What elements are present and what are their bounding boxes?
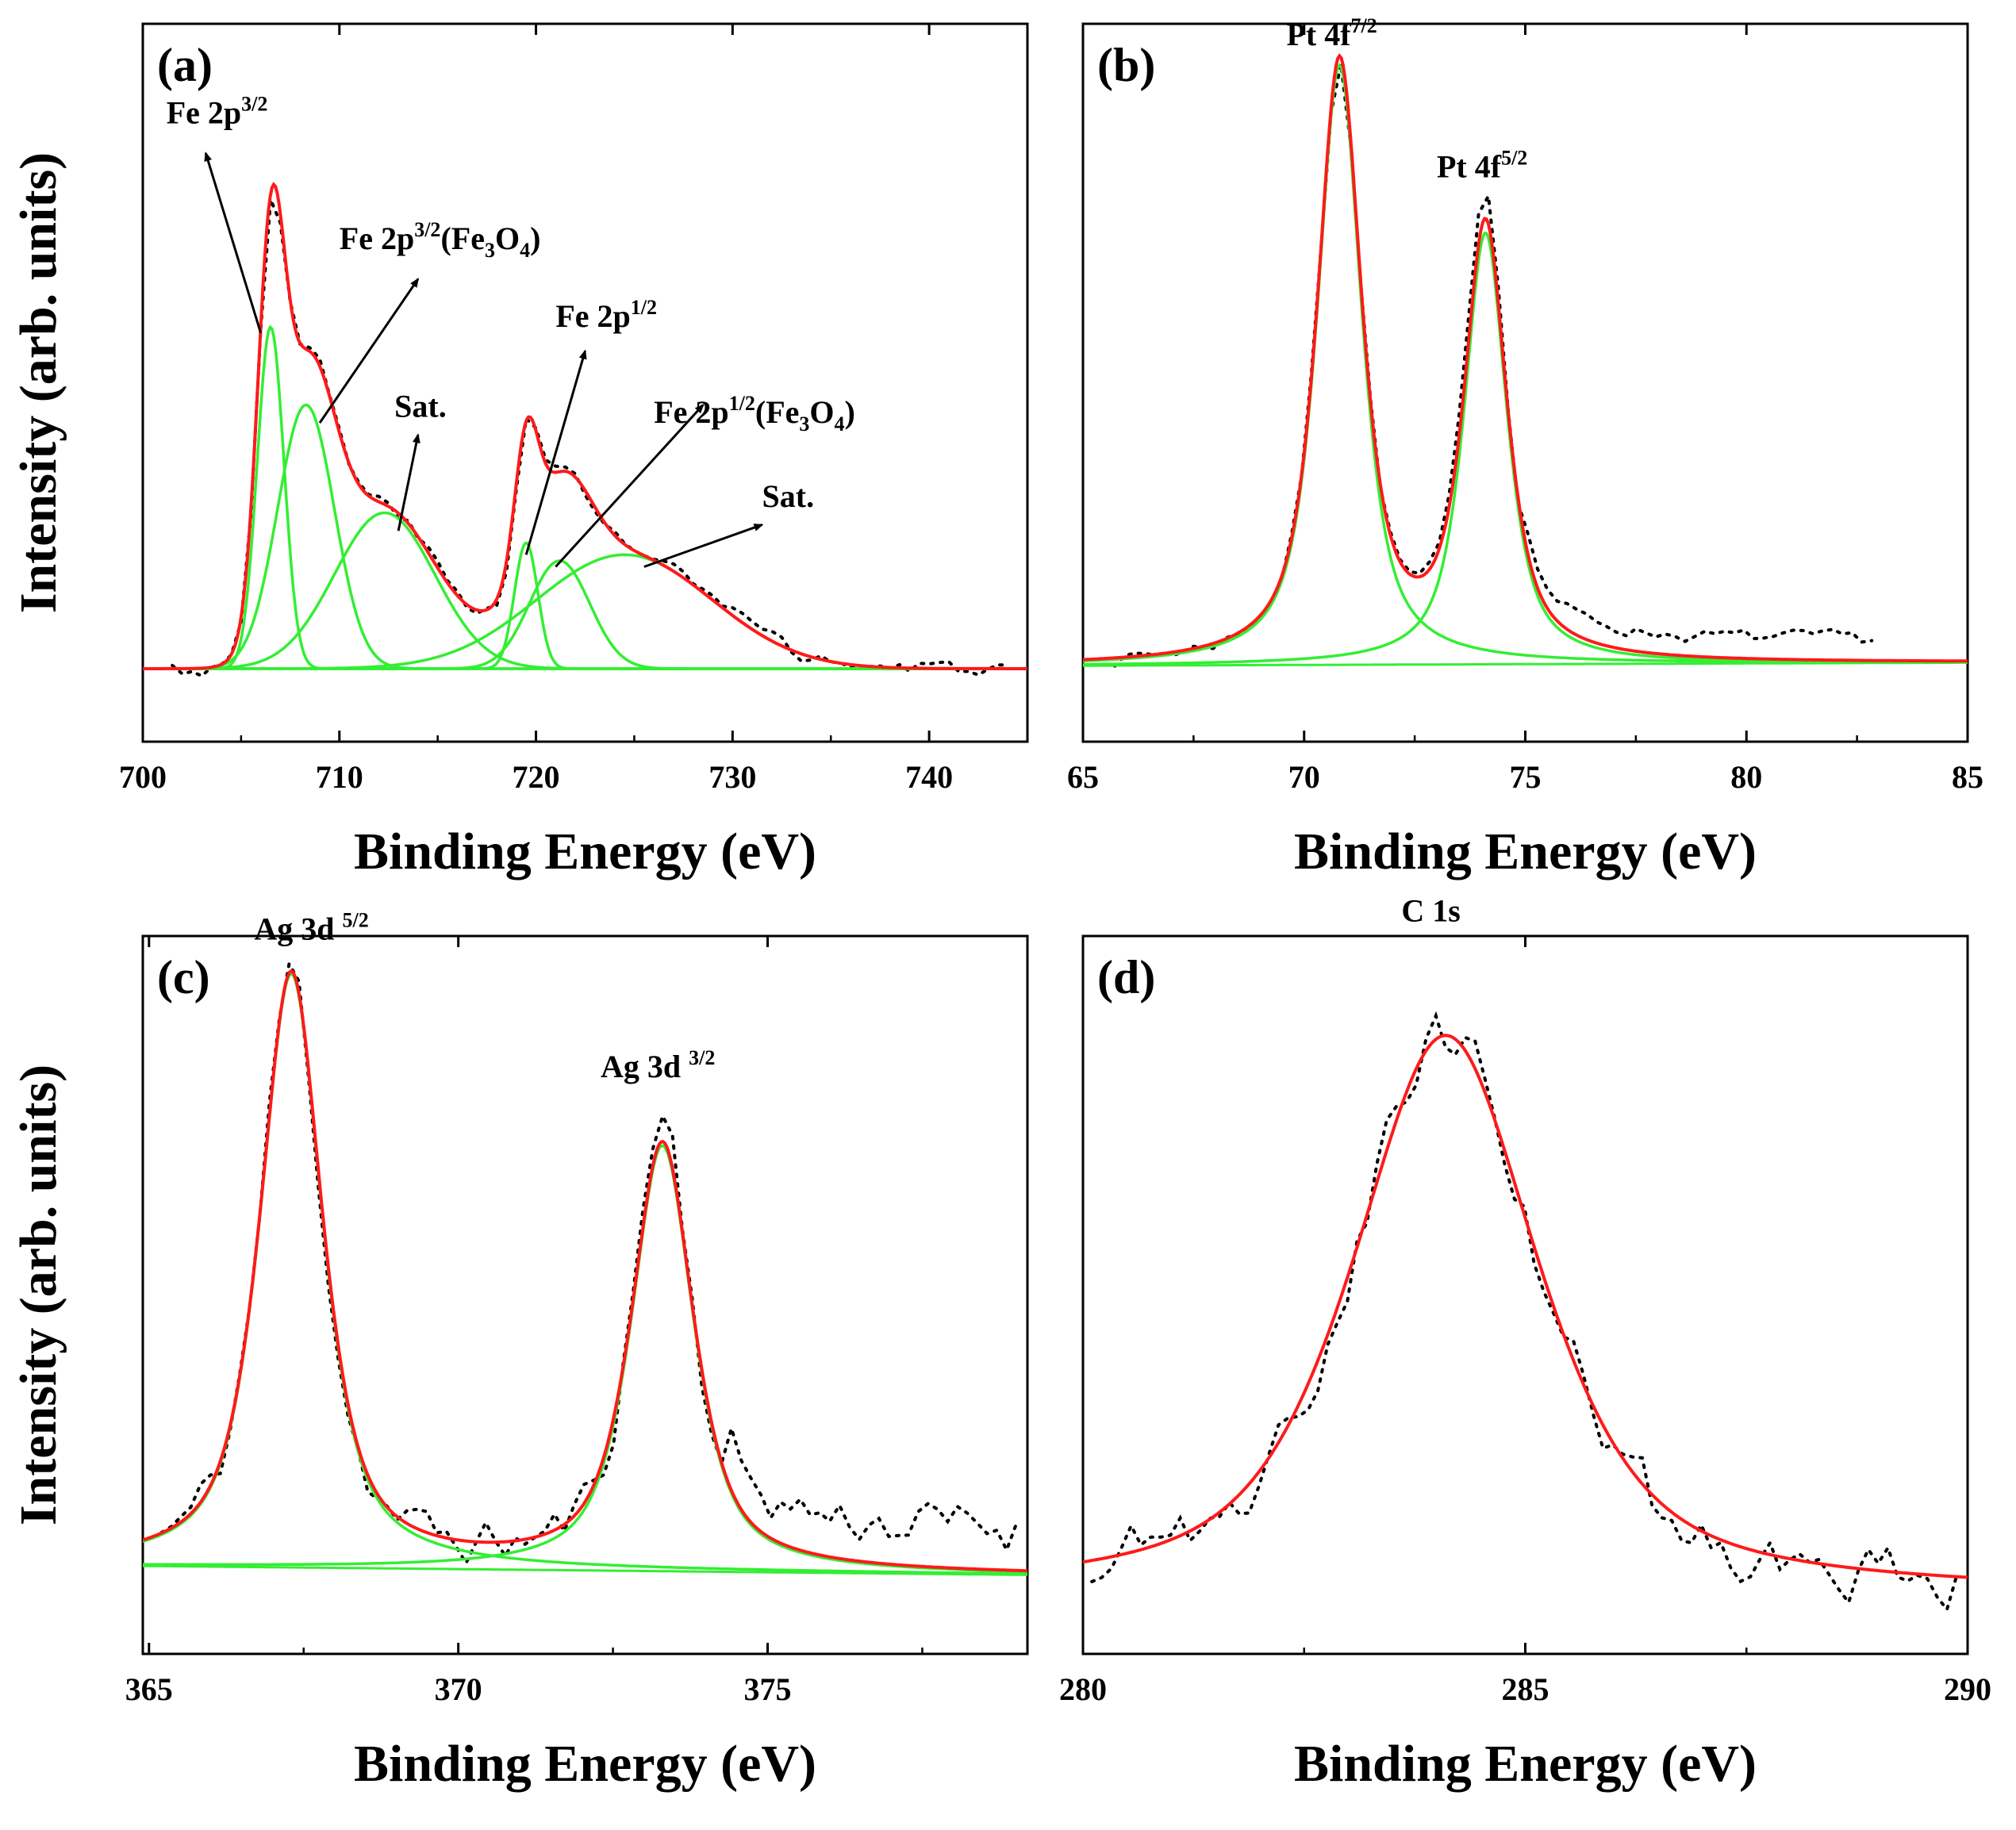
- raw-data-c: [159, 959, 1019, 1567]
- peak-label-a-1: Fe 2p3/2(Fe3O4): [340, 218, 541, 262]
- plot-frame-c: [141, 934, 1029, 1655]
- x-axis-label-b: Binding Energy (eV): [1294, 823, 1757, 880]
- peak-label-a-4: Fe 2p1/2(Fe3O4): [654, 392, 855, 435]
- panel-b: 65 70 75 80 85 Binding Energy (eV) (b) Pt 4f7/2…: [1067, 14, 1983, 880]
- component-a-3: [143, 541, 1027, 670]
- y-axis-label-a: Intensity (arb. units): [10, 152, 67, 613]
- component-b-1: [1083, 232, 1968, 666]
- component-c-1: [143, 1144, 1027, 1574]
- panel-label-d: (d): [1097, 951, 1155, 1003]
- y-axis-label-c: Intensity (arb. units): [10, 1065, 67, 1525]
- panel-label-c: (c): [157, 951, 210, 1003]
- peak-label-a-3: Fe 2p1/2: [555, 296, 657, 334]
- peak-label-a-5: Sat.: [762, 478, 815, 514]
- annotation-arrow-a-0: [204, 152, 263, 334]
- peak-label-b-0: Pt 4f7/2: [1286, 14, 1377, 52]
- annotation-arrow-a-3: [524, 349, 587, 555]
- annotation-arrow-a-1: [318, 278, 420, 424]
- x-tick-label-a-710: 710: [316, 759, 363, 795]
- background-c: [143, 1564, 1027, 1576]
- annotation-arrow-a-2: [397, 433, 420, 531]
- x-tick-label-c-375: 375: [744, 1671, 792, 1707]
- component-a-1: [143, 403, 1027, 670]
- plot-area-c: [143, 959, 1027, 1576]
- x-axis-label-d: Binding Energy (eV): [1294, 1735, 1757, 1793]
- x-tick-label-d-280: 280: [1059, 1671, 1107, 1707]
- fit-envelope-c: [143, 969, 1027, 1573]
- x-tick-label-a-720: 720: [513, 759, 560, 795]
- x-tick-label-b-65: 65: [1067, 759, 1099, 795]
- plot-frame-d: [1081, 934, 1969, 1655]
- x-tick-label-b-85: 85: [1952, 759, 1983, 795]
- fit-envelope-a: [143, 182, 1027, 670]
- panel-c: 365 370 375 Binding Energy (eV) Intensity (a…: [10, 908, 1029, 1793]
- fit-envelope-b: [1083, 53, 1968, 663]
- annotation-arrow-a-4: [555, 403, 705, 568]
- panel-a: 700 710 720 730 740 Binding Energy (eV) Intens…: [10, 22, 1029, 880]
- x-axis-label-a: Binding Energy (eV): [354, 823, 816, 880]
- peak-label-c-0: Ag 3d 5/2: [254, 908, 368, 946]
- raw-data-d: [1090, 1011, 1959, 1613]
- x-tick-label-b-75: 75: [1510, 759, 1542, 795]
- panel-label-b: (b): [1097, 39, 1155, 91]
- peak-label-a-0: Fe 2p3/2: [167, 92, 268, 130]
- x-tick-label-c-370: 370: [435, 1671, 482, 1707]
- annotation-arrow-a-5: [643, 524, 764, 568]
- plot-frame-b: [1081, 22, 1969, 743]
- component-a-5: [143, 553, 1027, 670]
- x-tick-label-a-730: 730: [708, 759, 756, 795]
- x-tick-label-d-290: 290: [1944, 1671, 1991, 1707]
- plot-area-d: [1083, 1011, 1968, 1613]
- x-tick-label-a-700: 700: [119, 759, 167, 795]
- panel-label-a: (a): [157, 39, 213, 91]
- x-tick-label-b-80: 80: [1730, 759, 1762, 795]
- peak-label-c-1: Ag 3d 3/2: [601, 1046, 715, 1084]
- x-axis-label-c: Binding Energy (eV): [354, 1735, 816, 1793]
- peak-label-a-2: Sat.: [394, 389, 447, 424]
- x-tick-label-c-365: 365: [125, 1671, 173, 1707]
- plot-area-b: [1083, 53, 1968, 668]
- fit-envelope-d: [1083, 1034, 1968, 1579]
- x-tick-label-d-285: 285: [1502, 1671, 1549, 1707]
- component-c-0: [143, 972, 1027, 1575]
- x-tick-label-a-740: 740: [905, 759, 953, 795]
- peak-label-b-1: Pt 4f5/2: [1437, 146, 1527, 184]
- plot-frame-a: [141, 22, 1029, 743]
- peak-label-d-0: C 1s: [1401, 893, 1460, 929]
- plot-area-a: [143, 182, 1027, 678]
- panel-d: 280 285 290 Binding Energy (eV) (d) C 1s: [1059, 893, 1991, 1793]
- x-tick-label-b-70: 70: [1288, 759, 1320, 795]
